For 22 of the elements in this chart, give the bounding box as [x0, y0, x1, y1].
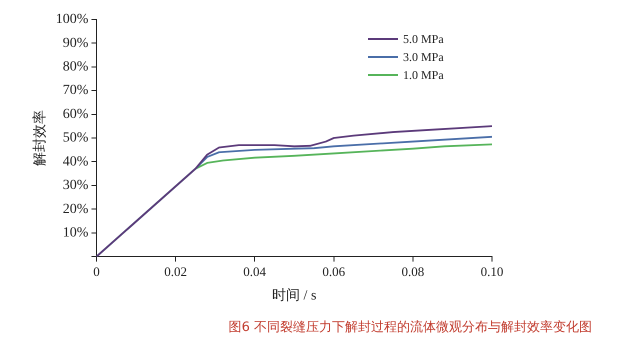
y-tick-label: 80% — [62, 60, 89, 75]
y-tick-label: 30% — [62, 178, 89, 194]
x-tick-label: 0.10 — [480, 264, 504, 279]
legend-label: 3.0 MPa — [403, 50, 444, 64]
y-tick-label: 10% — [62, 226, 89, 241]
caption: 图6 不同裂缝压力下解封过程的流体微观分布与解封效率变化图 — [228, 319, 593, 336]
legend-label: 1.0 MPa — [403, 68, 444, 82]
y-tick-label: 100% — [56, 12, 89, 28]
y-axis-title: 解封效率 — [32, 110, 48, 166]
x-tick-label: 0.02 — [164, 264, 187, 279]
y-tick-label: 50% — [62, 130, 89, 146]
legend-label: 5.0 MPa — [403, 32, 444, 46]
x-tick-label: 0.08 — [402, 264, 424, 279]
x-tick-label: 0 — [93, 264, 100, 279]
y-tick-label: 20% — [62, 202, 89, 217]
y-tick-label: 40% — [62, 154, 89, 170]
x-tick-label: 0.06 — [322, 264, 346, 279]
x-axis-title: 时间 / s — [272, 287, 316, 304]
y-tick-label: 60% — [62, 106, 89, 122]
x-tick-label: 0.04 — [243, 264, 267, 279]
y-tick-label: 70% — [62, 83, 89, 98]
y-tick-label: 90% — [62, 36, 89, 51]
